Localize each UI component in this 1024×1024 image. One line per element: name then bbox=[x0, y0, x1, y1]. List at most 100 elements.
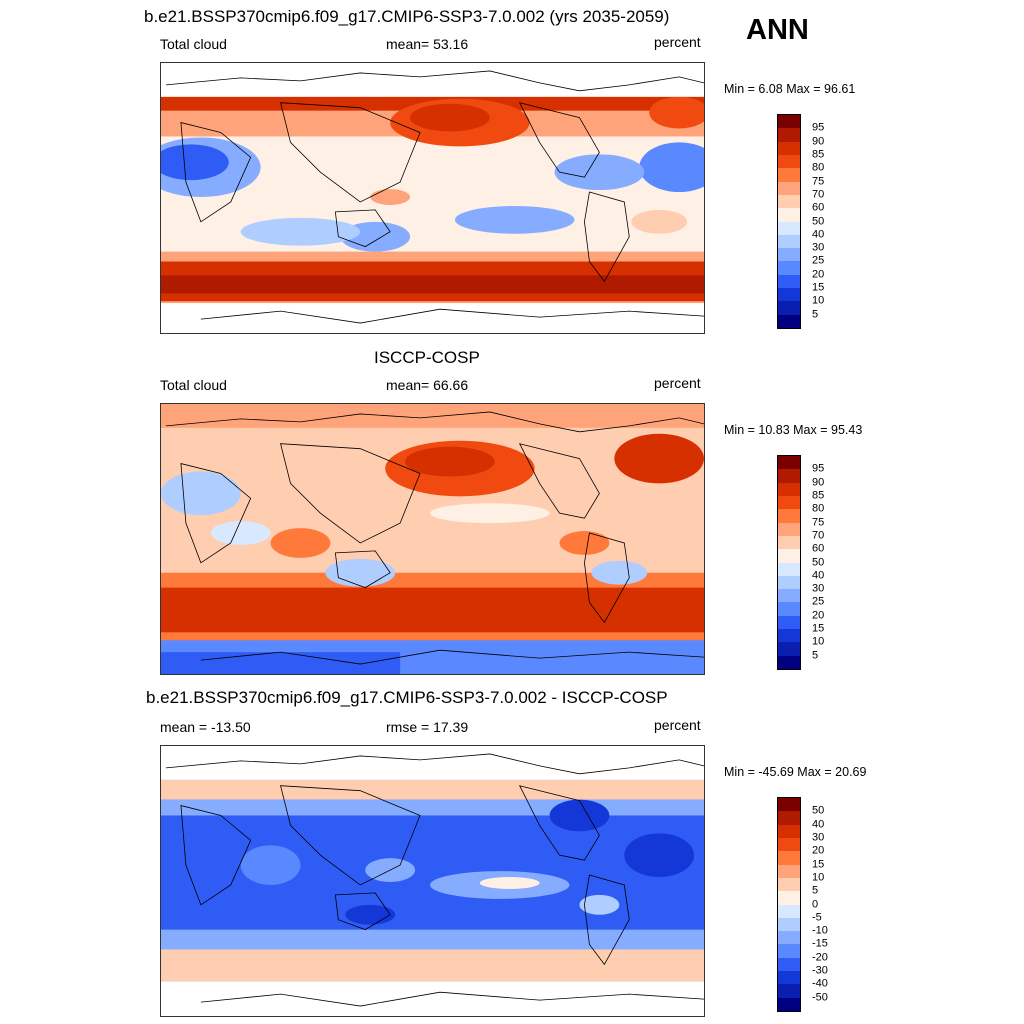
colorbar-tick-label: 10 bbox=[812, 635, 825, 648]
panel-1-units-label: percent bbox=[654, 34, 701, 50]
panel-1-minmax-label: Min = 6.08 Max = 96.61 bbox=[724, 82, 856, 96]
colorbar-swatch bbox=[778, 629, 800, 643]
colorbar-tick-label: 30 bbox=[812, 582, 825, 595]
colorbar-tick-label: 30 bbox=[812, 831, 825, 844]
colorbar-tick-label: 40 bbox=[812, 818, 825, 831]
panel-1-variable-label: Total cloud bbox=[160, 36, 227, 52]
panel-3-units-label: percent bbox=[654, 717, 701, 733]
colorbar-swatch bbox=[778, 154, 800, 169]
colorbar-swatch bbox=[778, 655, 800, 669]
colorbar-swatch bbox=[778, 301, 800, 315]
colorbar-tick-label: 5 bbox=[812, 308, 819, 321]
colorbar-swatch bbox=[778, 811, 800, 825]
colorbar-swatch bbox=[778, 615, 800, 630]
colorbar-swatch bbox=[778, 128, 800, 142]
colorbar-swatch bbox=[778, 589, 800, 603]
colorbar-swatch bbox=[778, 248, 800, 262]
colorbar-swatch bbox=[778, 234, 800, 249]
colorbar-tick-label: 50 bbox=[812, 804, 825, 817]
colorbar-tick-label: 70 bbox=[812, 529, 825, 542]
panel-3-colorbar-ticks: 50 40 30 20 15 10 5 0 -5 -10 -15 -20 -30 -40 -50 bbox=[812, 797, 852, 1012]
colorbar-swatch bbox=[778, 798, 800, 812]
colorbar-swatch bbox=[778, 549, 800, 563]
colorbar-swatch bbox=[778, 864, 800, 878]
colorbar-tick-label: 15 bbox=[812, 281, 825, 294]
colorbar-tick-label: 20 bbox=[812, 268, 825, 281]
colorbar-tick-label: 85 bbox=[812, 489, 825, 502]
colorbar-swatch bbox=[778, 575, 800, 590]
colorbar-tick-label: 75 bbox=[812, 516, 825, 529]
colorbar-tick-label: 5 bbox=[812, 649, 819, 662]
panel-3-minmax-label: Min = -45.69 Max = 20.69 bbox=[724, 765, 867, 779]
panel-2-mean-label: mean= 66.66 bbox=[386, 377, 469, 393]
colorbar-tick-label: 90 bbox=[812, 135, 825, 148]
colorbar-tick-label: 95 bbox=[812, 462, 825, 475]
colorbar-tick-label: 70 bbox=[812, 188, 825, 201]
colorbar-tick-label: 20 bbox=[812, 609, 825, 622]
colorbar-tick-label: 25 bbox=[812, 595, 825, 608]
colorbar-swatch bbox=[778, 522, 800, 536]
colorbar-swatch bbox=[778, 261, 800, 275]
colorbar-swatch bbox=[778, 944, 800, 958]
colorbar-swatch bbox=[778, 495, 800, 510]
colorbar-tick-label: -40 bbox=[812, 977, 828, 990]
panel-1-map-plot bbox=[161, 63, 704, 333]
colorbar-swatch bbox=[778, 957, 800, 972]
colorbar-swatch bbox=[778, 221, 800, 235]
colorbar-swatch bbox=[778, 891, 800, 905]
panel-2-variable-label: Total cloud bbox=[160, 377, 227, 393]
panel-3-mean-label: mean = -13.50 bbox=[160, 719, 251, 735]
colorbar-tick-label: 10 bbox=[812, 871, 825, 884]
colorbar-tick-label: 20 bbox=[812, 844, 825, 857]
colorbar-tick-label: 0 bbox=[812, 898, 819, 910]
colorbar-swatch bbox=[778, 535, 800, 550]
colorbar-tick-label: -15 bbox=[812, 937, 828, 950]
colorbar-swatch bbox=[778, 274, 800, 289]
colorbar-tick-label: 5 bbox=[812, 884, 819, 897]
colorbar-swatch bbox=[778, 469, 800, 483]
panel-1-colorbar-ticks: 95 90 85 80 75 70 60 50 40 30 25 20 15 10 5 bbox=[812, 114, 852, 329]
colorbar-swatch bbox=[778, 851, 800, 865]
colorbar-tick-label: 85 bbox=[812, 148, 825, 161]
panel-1-mean-label: mean= 53.16 bbox=[386, 36, 469, 52]
panel-3-map-plot bbox=[161, 746, 704, 1016]
colorbar-swatch bbox=[778, 931, 800, 945]
colorbar-swatch bbox=[778, 971, 800, 985]
colorbar-swatch bbox=[778, 602, 800, 616]
colorbar-tick-label: -20 bbox=[812, 951, 828, 964]
colorbar-tick-label: -10 bbox=[812, 924, 828, 937]
panel-2-colorbar-ticks: 95 90 85 80 75 70 60 50 40 30 25 20 15 10 5 bbox=[812, 455, 852, 670]
colorbar-swatch bbox=[778, 168, 800, 182]
colorbar-tick-label: 80 bbox=[812, 161, 825, 174]
colorbar-swatch bbox=[778, 509, 800, 523]
panel-2-map-plot bbox=[161, 404, 704, 674]
panel-2-minmax-label: Min = 10.83 Max = 95.43 bbox=[724, 423, 863, 437]
panel-2-map bbox=[160, 403, 705, 675]
colorbar-tick-label: -50 bbox=[812, 991, 828, 1004]
colorbar-tick-label: 10 bbox=[812, 294, 825, 307]
colorbar-tick-label: 50 bbox=[812, 556, 825, 568]
colorbar-swatch bbox=[778, 904, 800, 918]
panel-2-units-label: percent bbox=[654, 375, 701, 391]
colorbar-tick-label: 60 bbox=[812, 542, 825, 555]
colorbar-tick-label: 15 bbox=[812, 858, 825, 871]
colorbar-tick-label: -5 bbox=[812, 911, 822, 924]
panel-3-colorbar bbox=[777, 797, 801, 1012]
colorbar-swatch bbox=[778, 837, 800, 852]
colorbar-swatch bbox=[778, 562, 800, 576]
colorbar-swatch bbox=[778, 997, 800, 1011]
colorbar-swatch bbox=[778, 194, 800, 209]
colorbar-swatch bbox=[778, 288, 800, 302]
colorbar-tick-label: 15 bbox=[812, 622, 825, 635]
colorbar-tick-label: 50 bbox=[812, 215, 825, 227]
panel-2-colorbar bbox=[777, 455, 801, 670]
panel-1-title: b.e21.BSSP370cmip6.f09_g17.CMIP6-SSP3-7.… bbox=[144, 7, 670, 26]
colorbar-tick-label: 25 bbox=[812, 254, 825, 267]
colorbar-swatch bbox=[778, 482, 800, 496]
colorbar-tick-label: 90 bbox=[812, 476, 825, 489]
panel-3-title: b.e21.BSSP370cmip6.f09_g17.CMIP6-SSP3-7.… bbox=[146, 688, 668, 707]
colorbar-tick-label: 60 bbox=[812, 201, 825, 214]
panel-1-colorbar bbox=[777, 114, 801, 329]
panel-2-title: ISCCP-COSP bbox=[374, 348, 480, 367]
colorbar-swatch bbox=[778, 984, 800, 998]
